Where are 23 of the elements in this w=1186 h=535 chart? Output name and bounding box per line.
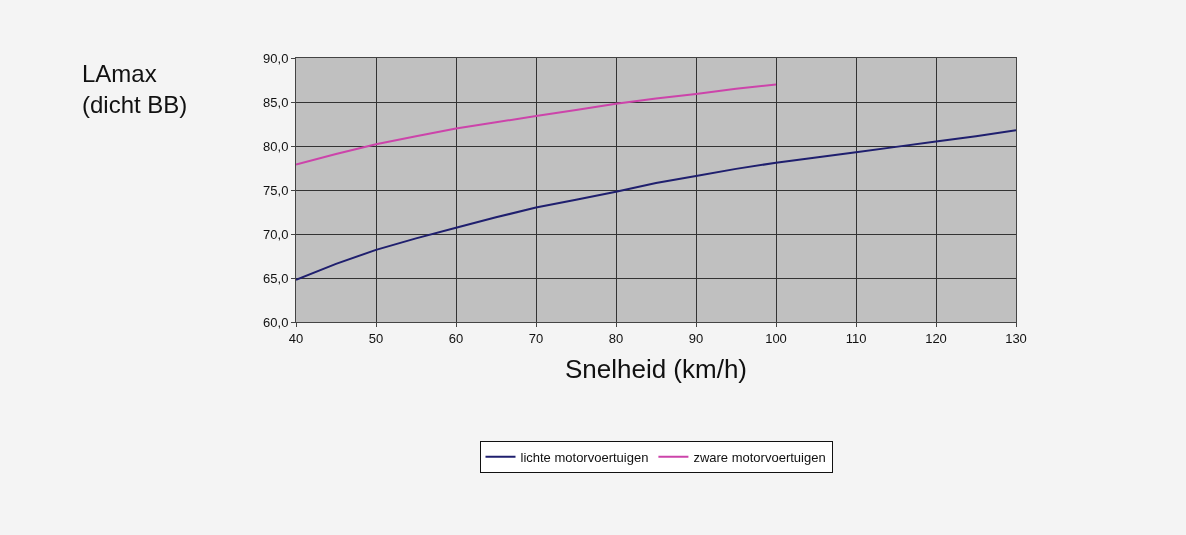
x-tick-label: 100 xyxy=(765,330,787,346)
x-tick-label: 90 xyxy=(688,330,704,346)
x-tick-label: 70 xyxy=(528,330,544,346)
x-tick-label: 50 xyxy=(368,330,384,346)
line-series xyxy=(296,83,777,166)
x-tick-label: 60 xyxy=(448,330,464,346)
legend-label: zware motorvoertuigen xyxy=(693,449,826,465)
y-tick-label: 70,0 xyxy=(263,226,289,242)
line-series xyxy=(296,129,1016,281)
y-tick-label: 60,0 xyxy=(263,314,289,330)
y-tick-label: 65,0 xyxy=(263,270,289,286)
y-axis-title: LAmax (dicht BB) xyxy=(82,60,188,119)
x-tick-label: 120 xyxy=(925,330,947,346)
x-axis-title: Snelheid (km/h) xyxy=(564,354,748,385)
legend-label: lichte motorvoertuigen xyxy=(520,449,649,465)
x-tick-label: 40 xyxy=(288,330,304,346)
y-tick-label: 80,0 xyxy=(263,138,289,154)
y-tick-label: 90,0 xyxy=(263,50,289,66)
y-tick-label: 85,0 xyxy=(263,94,289,110)
x-tick-label: 110 xyxy=(845,330,867,346)
x-tick-label: 130 xyxy=(1005,330,1027,346)
x-tick-label: 80 xyxy=(608,330,624,346)
y-tick-label: 75,0 xyxy=(263,182,289,198)
